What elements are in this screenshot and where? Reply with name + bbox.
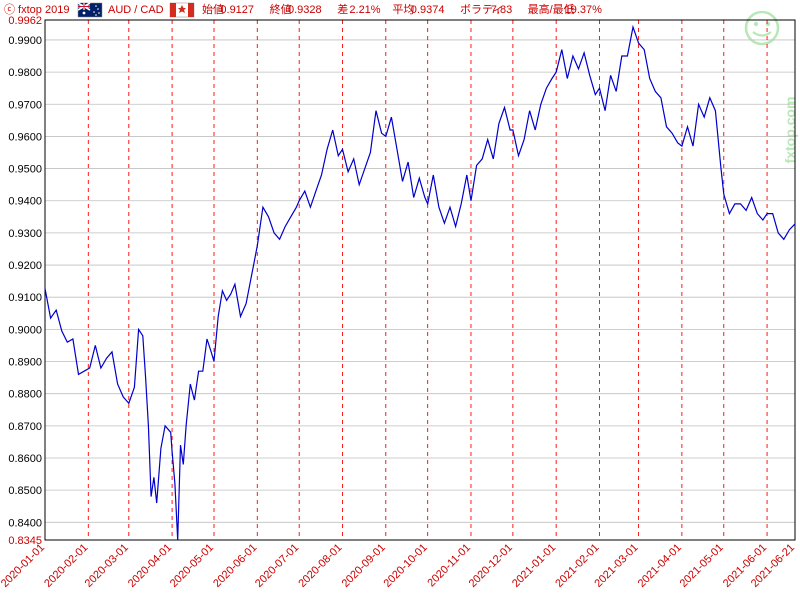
y-tick-label: 0.9900	[8, 35, 42, 47]
chart-svg: fxtop.com 0.8400 0.8500 0.8600 0.8700 0.8800 0…	[0, 0, 800, 600]
diff-label: 差	[337, 2, 348, 16]
y-max-label: 0.9962	[8, 15, 42, 27]
flag-cad	[170, 3, 194, 17]
y-tick-label: 0.9600	[8, 131, 42, 143]
open-value: 0.9127	[220, 4, 254, 16]
y-tick-label: 0.8700	[8, 421, 42, 433]
y-tick-label: 0.8500	[8, 485, 42, 497]
y-tick-label: 0.9500	[8, 164, 42, 176]
svg-text:fxtop.com: fxtop.com	[782, 97, 798, 164]
y-tick-label: 0.9200	[8, 260, 42, 272]
y-tick-label: 0.8900	[8, 357, 42, 369]
y-tick-label: 0.9300	[8, 228, 42, 240]
diff-value: 2.21%	[349, 4, 380, 16]
y-tick-label: 0.9800	[8, 67, 42, 79]
y-tick-label: 0.8800	[8, 389, 42, 401]
y-tick-label: 0.8600	[8, 453, 42, 465]
avg-value: 0.9374	[411, 4, 445, 16]
y-tick-label: 0.9100	[8, 292, 42, 304]
pair-label: AUD / CAD	[108, 4, 164, 16]
y-tick-label: 0.8400	[8, 517, 42, 529]
forex-chart: fxtop.com 0.8400 0.8500 0.8600 0.8700 0.8800 0…	[0, 0, 800, 600]
hilo-value: 19.37%	[565, 4, 603, 16]
close-value: 0.9328	[288, 4, 322, 16]
y-tick-label: 0.9700	[8, 99, 42, 111]
copyright-label: ⓒ fxtop 2019	[4, 3, 69, 16]
vol-value: 7.83	[491, 4, 512, 16]
y-tick-label: 0.9400	[8, 196, 42, 208]
y-tick-label: 0.9000	[8, 324, 42, 336]
flag-aud	[78, 3, 102, 17]
